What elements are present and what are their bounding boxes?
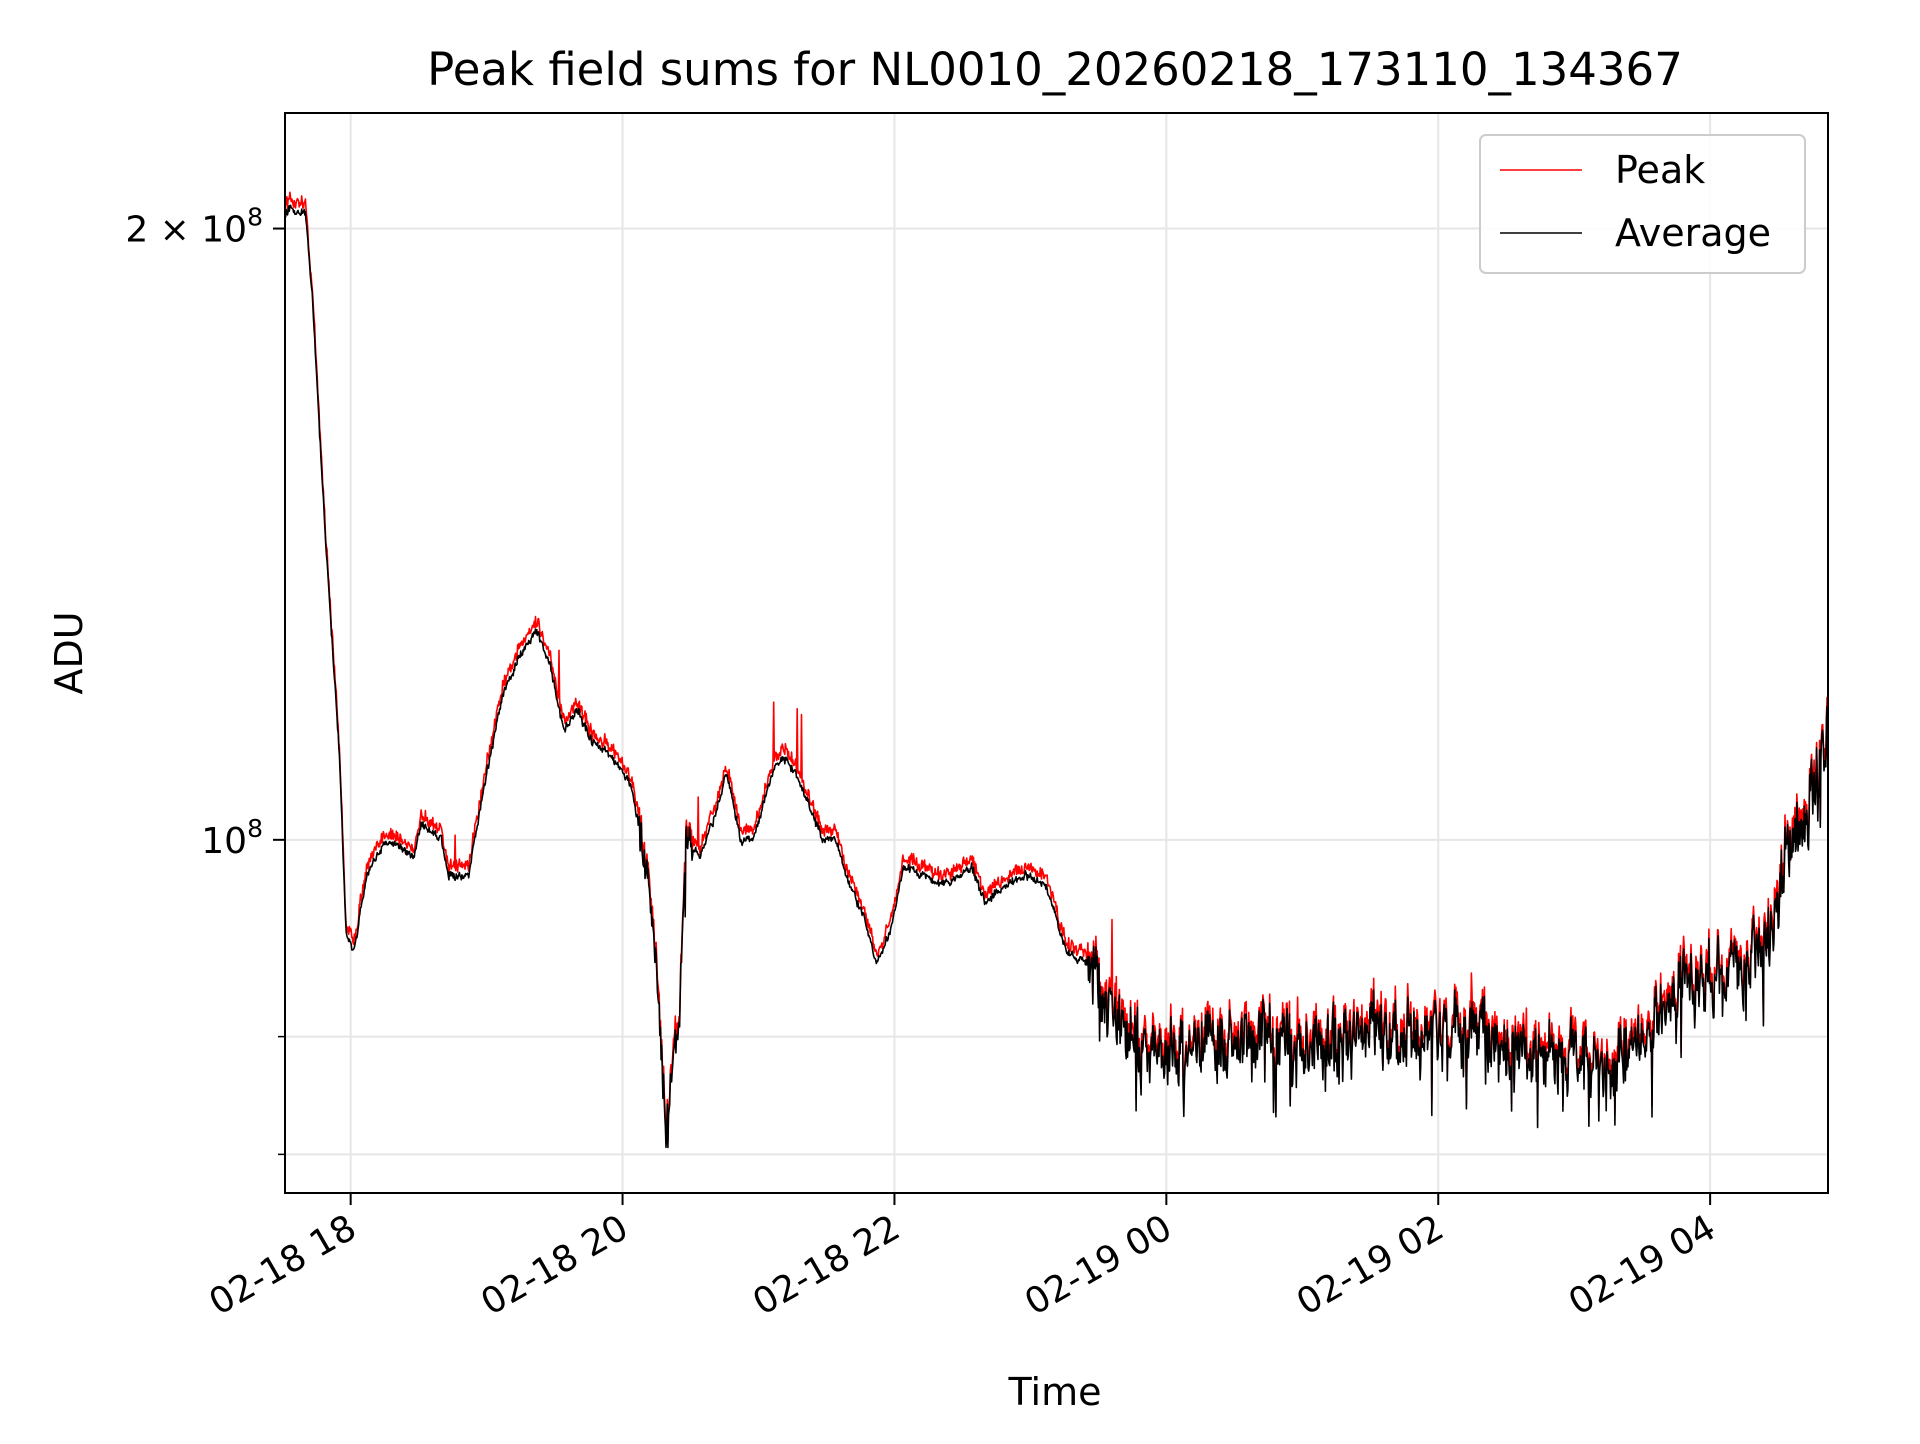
y-tick-coef: 2 × xyxy=(125,210,201,251)
y-tick-label: 108 xyxy=(201,814,263,862)
axes: 02-18 18 02-18 20 02-18 22 02-19 00 02-19 02… xyxy=(125,203,1722,1324)
y-tick-base: 10 xyxy=(201,210,247,251)
y-tick-exponent: 8 xyxy=(247,203,263,232)
y-tick-label: 2 × 108 xyxy=(125,203,263,251)
series-line-average xyxy=(285,204,1828,1149)
x-axis-label: Time xyxy=(1008,1370,1102,1414)
legend-label-average: Average xyxy=(1615,211,1771,255)
y-tick-exponent: 8 xyxy=(247,814,263,843)
x-tick-label: 02-18 20 xyxy=(474,1207,635,1323)
x-tick-label: 02-18 18 xyxy=(202,1207,363,1323)
grid xyxy=(285,113,1828,1193)
y-tick-base: 10 xyxy=(201,821,247,862)
series-layer xyxy=(285,191,1828,1149)
x-tick-label: 02-18 22 xyxy=(746,1207,907,1323)
legend: Peak Average xyxy=(1479,134,1806,274)
x-tick-label: 02-19 04 xyxy=(1562,1207,1723,1323)
x-tick-label: 02-19 02 xyxy=(1290,1207,1451,1323)
chart-title: Peak field sums for NL0010_20260218_1731… xyxy=(427,43,1683,96)
legend-label-peak: Peak xyxy=(1615,148,1705,192)
plot-frame xyxy=(284,112,1829,1194)
y-axis-label: ADU xyxy=(47,611,91,694)
x-tick-label: 02-19 00 xyxy=(1018,1207,1179,1323)
